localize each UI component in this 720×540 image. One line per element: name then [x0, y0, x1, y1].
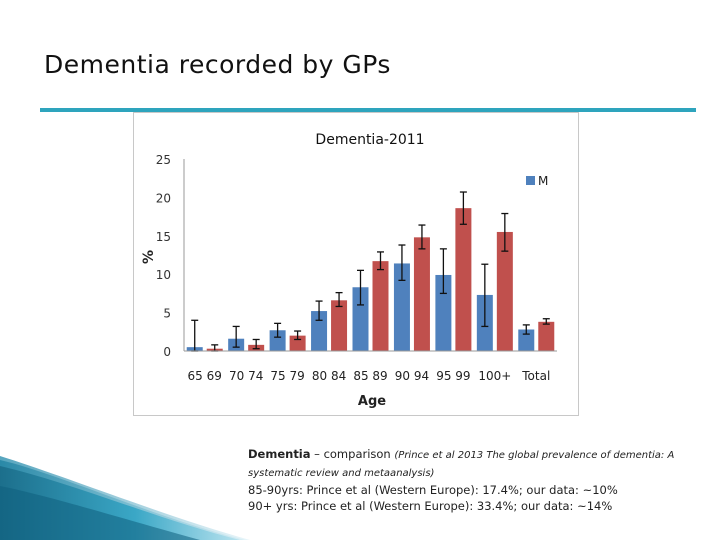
legend: M [526, 174, 548, 188]
y-tick-label: 25 [156, 153, 171, 167]
y-axis-label: % [141, 250, 157, 264]
bar-series-2 [496, 231, 513, 351]
caption: Dementia – comparison (Prince et al 2013… [248, 446, 708, 514]
x-tick-label: 95 99 [436, 369, 470, 383]
chart-container: Dementia-2011 0 5 10 15 20 25 65 69 70 74 75 79 8… [133, 112, 579, 416]
x-axis-label: Age [358, 394, 386, 409]
bar-chart: Dementia-2011 0 5 10 15 20 25 65 69 70 74 75 79 8… [141, 132, 557, 409]
y-tick-label: 20 [156, 191, 171, 205]
bar-series-2 [289, 335, 306, 351]
bar-m [311, 311, 328, 351]
bar-m [269, 330, 286, 351]
legend-label-m: M [538, 174, 548, 188]
caption-line-85-90: 85-90yrs: Prince et al (Western Europe):… [248, 483, 618, 497]
bar-m [518, 329, 535, 351]
x-tick-label: 100+ [478, 369, 511, 383]
legend-swatch-m [526, 176, 535, 185]
bar-m [352, 287, 369, 351]
x-tick-label: 85 89 [353, 369, 387, 383]
chart-title: Dementia-2011 [315, 132, 424, 148]
bar-m [435, 274, 452, 351]
y-tick-label: 0 [163, 345, 171, 359]
y-tick-label: 5 [163, 307, 171, 321]
y-tick-label: 15 [156, 230, 171, 244]
caption-reference: (Prince et al 2013 The global prevalence… [248, 450, 675, 479]
slide-title: Dementia recorded by GPs [44, 50, 391, 79]
bar-m [393, 263, 410, 351]
bar-series-2 [455, 208, 472, 351]
title-underline [40, 108, 696, 112]
bar-series-2 [372, 261, 389, 351]
caption-dash: – comparison [310, 447, 395, 461]
x-tick-label: 70 74 [229, 369, 263, 383]
x-tick-label: 80 84 [312, 369, 346, 383]
caption-label: Dementia [248, 447, 311, 461]
x-tick-label: 90 94 [395, 369, 429, 383]
x-tick-label: Total [521, 369, 550, 383]
bar-series-2 [538, 321, 555, 351]
caption-line-90-plus: 90+ yrs: Prince et al (Western Europe): … [248, 499, 613, 513]
x-tick-label: 65 69 [188, 369, 222, 383]
bar-series-2 [413, 237, 430, 351]
decorative-swoosh [0, 456, 250, 540]
y-tick-label: 10 [156, 268, 171, 282]
bar-series-2 [331, 300, 348, 351]
x-tick-label: 75 79 [270, 369, 304, 383]
